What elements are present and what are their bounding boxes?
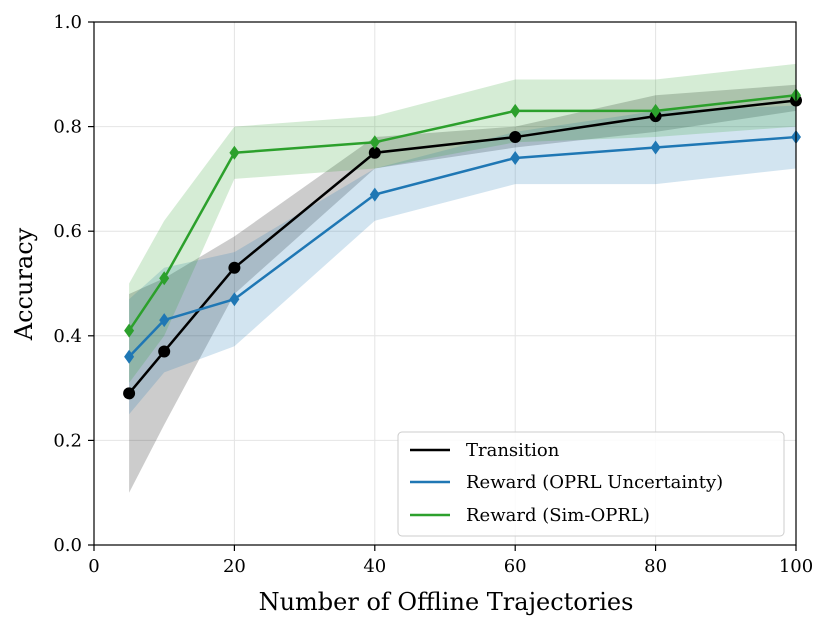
series-markers <box>123 88 802 400</box>
x-axis-title: Number of Offline Trajectories <box>259 588 634 616</box>
x-tick-label: 40 <box>363 556 386 577</box>
legend-label-sim-oprl: Reward (Sim-OPRL) <box>466 505 650 526</box>
plot-frame <box>93 21 797 546</box>
point-reward-oprl-uncertainty <box>369 187 380 202</box>
point-reward-sim-oprl <box>510 103 521 118</box>
point-reward-sim-oprl <box>650 103 661 118</box>
y-tick-label: 0.0 <box>53 535 82 556</box>
y-tick-label: 0.4 <box>53 326 82 347</box>
point-reward-oprl-uncertainty <box>124 349 135 364</box>
point-transition <box>123 387 136 400</box>
y-tick-label: 0.8 <box>53 117 82 138</box>
legend-frame <box>397 431 785 537</box>
band-reward-sim-oprl <box>129 63 797 383</box>
point-transition <box>368 146 381 159</box>
point-transition <box>158 345 171 358</box>
point-transition <box>509 131 522 144</box>
y-axis-title: Accuracy <box>10 227 38 341</box>
point-transition <box>228 261 241 274</box>
x-tick-label: 0 <box>88 556 99 577</box>
point-reward-oprl-uncertainty <box>229 292 240 307</box>
legend: Transition Reward (OPRL Uncertainty) Rew… <box>397 431 785 537</box>
axes: 0 20 40 60 80 100 0.0 0.2 0.4 0.6 0.8 1.0 <box>53 12 813 577</box>
x-tick-label: 60 <box>504 556 527 577</box>
point-reward-sim-oprl <box>369 135 380 150</box>
x-tick-label: 20 <box>223 556 246 577</box>
point-reward-oprl-uncertainty <box>159 313 170 328</box>
y-tick-label: 0.2 <box>53 430 82 451</box>
point-reward-sim-oprl <box>159 271 170 286</box>
y-tick-label: 0.6 <box>53 221 82 242</box>
point-reward-oprl-uncertainty <box>510 150 521 165</box>
x-tick-label: 100 <box>779 556 813 577</box>
confidence-bands <box>129 63 797 493</box>
point-reward-oprl-uncertainty <box>650 140 661 155</box>
legend-label-transition: Transition <box>466 440 560 461</box>
point-reward-sim-oprl <box>229 145 240 160</box>
x-tick-label: 80 <box>644 556 667 577</box>
band-reward-oprl-uncertainty <box>129 105 797 415</box>
point-reward-sim-oprl <box>124 323 135 338</box>
legend-label-oprl-uncertainty: Reward (OPRL Uncertainty) <box>466 472 723 493</box>
y-tick-label: 1.0 <box>53 12 82 33</box>
